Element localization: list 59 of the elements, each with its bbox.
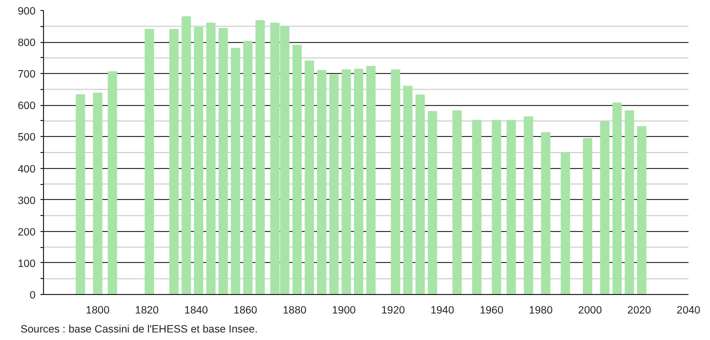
y-tick-label: 700 (18, 68, 36, 81)
bar (582, 138, 592, 294)
y-tick-label: 900 (18, 6, 36, 18)
y-tick-label: 500 (18, 132, 36, 144)
x-tick-label: 2000 (578, 304, 602, 316)
source-note: Sources : base Cassini de l'EHESS et base Insee. (20, 324, 258, 336)
bar (230, 48, 240, 294)
y-tick-label: 0 (30, 290, 36, 302)
bar (342, 69, 351, 294)
bar (354, 68, 364, 294)
bar (108, 71, 118, 294)
bar (541, 132, 550, 294)
bar (218, 28, 228, 294)
y-tick-label: 100 (18, 258, 36, 270)
bar (492, 120, 502, 294)
bar (304, 60, 314, 294)
bar (182, 16, 191, 294)
bar (243, 40, 253, 294)
bar (255, 20, 265, 294)
bar (524, 116, 534, 294)
y-tick-label: 600 (18, 100, 36, 112)
bar (415, 94, 425, 294)
x-tick-label: 1840 (184, 304, 208, 316)
bar (452, 110, 462, 294)
bar (76, 94, 86, 294)
bar (428, 110, 438, 294)
x-tick-label: 1920 (381, 304, 406, 316)
x-tick-label: 1960 (480, 304, 504, 316)
x-tick-label: 1860 (234, 304, 258, 316)
bar (624, 110, 634, 294)
bar (206, 22, 216, 294)
x-tick-label: 2020 (627, 304, 652, 316)
bar (366, 66, 376, 294)
bar (506, 120, 516, 294)
bar (560, 152, 570, 294)
y-tick-label: 400 (18, 163, 36, 176)
bar (144, 28, 154, 294)
bar (472, 120, 482, 294)
x-tick-label: 1820 (135, 304, 159, 316)
y-tick-label: 200 (18, 226, 36, 238)
bar (600, 121, 610, 294)
x-tick-label: 1880 (282, 304, 307, 316)
x-tick-label: 1980 (528, 304, 553, 316)
bar (390, 69, 400, 294)
y-tick-label: 300 (18, 194, 36, 207)
bar (637, 126, 646, 294)
bar (317, 70, 326, 294)
bar (92, 92, 102, 294)
bar (403, 86, 413, 294)
y-tick-label: 800 (18, 37, 36, 50)
x-tick-label: 1900 (332, 304, 356, 316)
bar (169, 28, 179, 294)
x-tick-label: 2040 (676, 304, 700, 316)
bar (292, 44, 302, 294)
x-tick-label: 1800 (86, 304, 110, 316)
bar (612, 102, 622, 294)
x-tick-label: 1940 (430, 304, 454, 316)
bar (329, 74, 339, 294)
bar (194, 27, 204, 294)
